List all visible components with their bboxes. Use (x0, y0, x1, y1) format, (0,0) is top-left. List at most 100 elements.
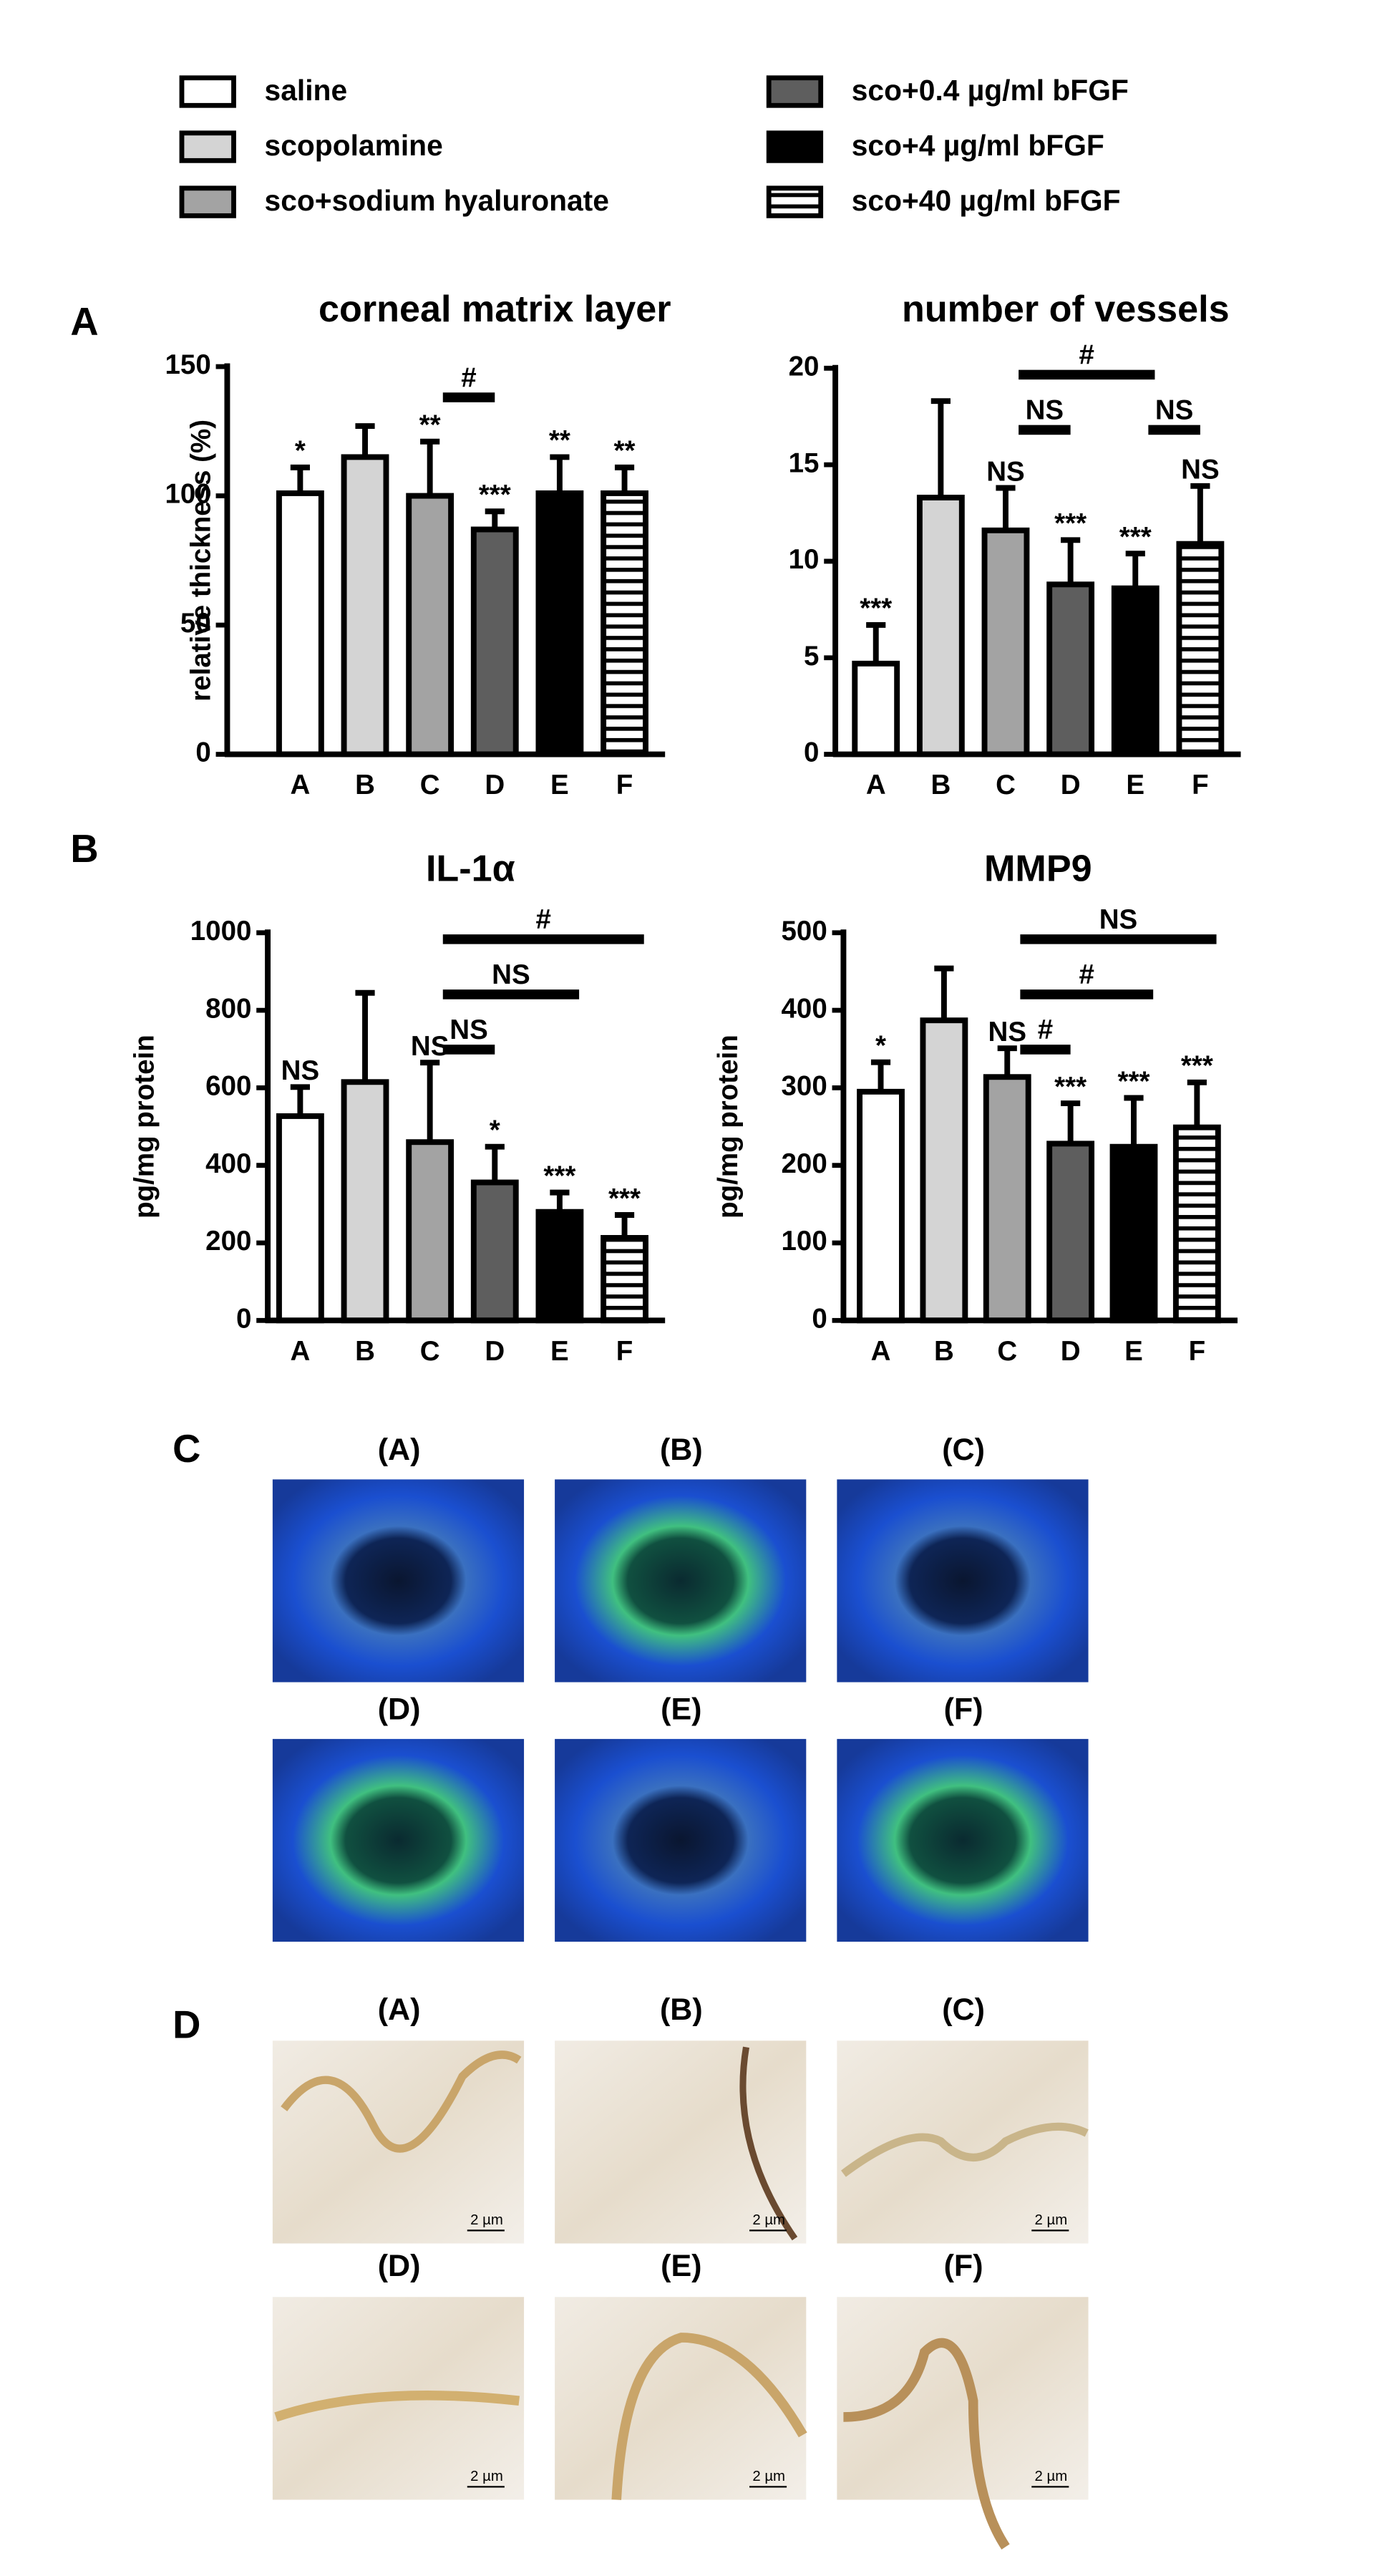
photo-label: (B) (660, 1992, 703, 2027)
bar (276, 1113, 324, 1324)
y-tick-label: 1000 (190, 916, 252, 946)
bar (601, 1235, 648, 1324)
significance-label: NS (281, 1055, 319, 1086)
x-tick-label: A (866, 770, 886, 800)
y-tick-label: 100 (165, 479, 211, 510)
photo (837, 2297, 1089, 2500)
tissue (841, 2122, 1089, 2177)
x-tick-label: F (1189, 1336, 1206, 1367)
x-tick-label: C (997, 1336, 1017, 1367)
y-tick-label: 0 (236, 1303, 251, 1334)
legend-label: sco+0.4 µg/ml bFGF (852, 74, 1129, 107)
significance-label: *** (608, 1183, 641, 1214)
photo-label: (E) (661, 1693, 701, 1727)
significance-label: *** (479, 480, 511, 510)
y-tick-label: 0 (195, 737, 210, 768)
bar (920, 1017, 968, 1324)
significance-label: NS (411, 1031, 449, 1062)
panel-letter: C (172, 1427, 200, 1471)
bar (341, 1079, 389, 1324)
significance-label: * (295, 436, 306, 467)
panel-letter: A (70, 300, 98, 344)
y-axis-label: relative thickness (%) (186, 420, 217, 702)
legend-swatch (766, 130, 824, 163)
panel-letter: D (172, 2003, 200, 2047)
x-tick-label: D (485, 770, 505, 800)
significance-label: *** (1119, 522, 1152, 553)
legend-label: sco+40 µg/ml bFGF (852, 184, 1121, 217)
y-tick-label: 10 (789, 544, 820, 575)
photo-panels (272, 1479, 1089, 2550)
bar (981, 527, 1030, 757)
y-tick-label: 5 (804, 641, 819, 672)
significance-label: *** (860, 594, 892, 624)
bracket-label: NS (492, 959, 530, 990)
bar (1172, 1124, 1221, 1324)
bar (470, 526, 519, 757)
bracket-label: NS (1099, 904, 1137, 935)
bar (916, 495, 965, 757)
photo-label: (A) (378, 1433, 421, 1467)
bracket-label: # (1079, 959, 1094, 990)
significance-label: *** (1118, 1066, 1150, 1097)
bracket-label: # (1079, 340, 1094, 371)
chart-title: IL-1α (426, 848, 515, 889)
bar (470, 1179, 519, 1324)
tissue (739, 2046, 798, 2241)
bar (341, 454, 389, 757)
significance-label: ** (614, 436, 636, 467)
significance-label: *** (543, 1161, 575, 1191)
bar (1109, 1143, 1158, 1324)
y-tick-label: 300 (782, 1071, 827, 1102)
photo (837, 1479, 1089, 1682)
bar (1046, 1141, 1095, 1324)
legend-label: sco+4 µg/ml bFGF (852, 129, 1104, 162)
bracket-label: # (1038, 1015, 1053, 1045)
x-tick-label: A (871, 1336, 891, 1367)
y-tick-label: 200 (782, 1148, 827, 1179)
x-tick-label: D (1061, 770, 1081, 800)
bar (276, 490, 324, 757)
x-tick-label: D (485, 1336, 505, 1367)
photo (555, 1479, 807, 1682)
scale-bar-label: 2 µm (1035, 2212, 1068, 2228)
photo (555, 2040, 807, 2244)
legend-label: saline (265, 74, 348, 107)
x-tick-label: C (420, 1336, 440, 1367)
x-tick-label: C (420, 770, 440, 800)
photo (272, 2040, 525, 2244)
photo-label: (D) (378, 1693, 421, 1727)
photo (272, 1738, 525, 1942)
bracket-label: # (461, 362, 476, 393)
bar (601, 490, 648, 757)
x-tick-label: E (550, 1336, 569, 1367)
bar (852, 660, 900, 757)
x-tick-label: D (1061, 1336, 1081, 1367)
tissue (274, 2390, 520, 2422)
photo (555, 2297, 807, 2500)
chart-title: MMP9 (984, 848, 1092, 889)
scale-bar-label: 2 µm (1035, 2469, 1068, 2484)
bracket-label: NS (1155, 395, 1193, 426)
photo-label: (F) (944, 1693, 983, 1727)
y-tick-label: 400 (782, 993, 827, 1024)
significance-label: NS (986, 456, 1024, 487)
y-tick-label: 100 (782, 1226, 827, 1256)
photo (555, 1738, 807, 1942)
bar (1046, 581, 1095, 757)
significance-label: * (490, 1115, 500, 1146)
scale-bar-label: 2 µm (752, 2469, 785, 2484)
x-tick-label: F (1192, 770, 1209, 800)
x-tick-label: B (934, 1336, 954, 1367)
significance-label: *** (1054, 1072, 1087, 1103)
photo (837, 2040, 1089, 2244)
x-tick-label: E (550, 770, 569, 800)
y-tick-label: 50 (180, 608, 211, 639)
x-tick-label: F (616, 770, 633, 800)
significance-label: ** (549, 425, 570, 456)
x-tick-label: A (290, 1336, 310, 1367)
legend-swatch (766, 185, 824, 218)
scale-bar-label: 2 µm (470, 2469, 503, 2484)
photo-label: (E) (661, 2249, 701, 2283)
